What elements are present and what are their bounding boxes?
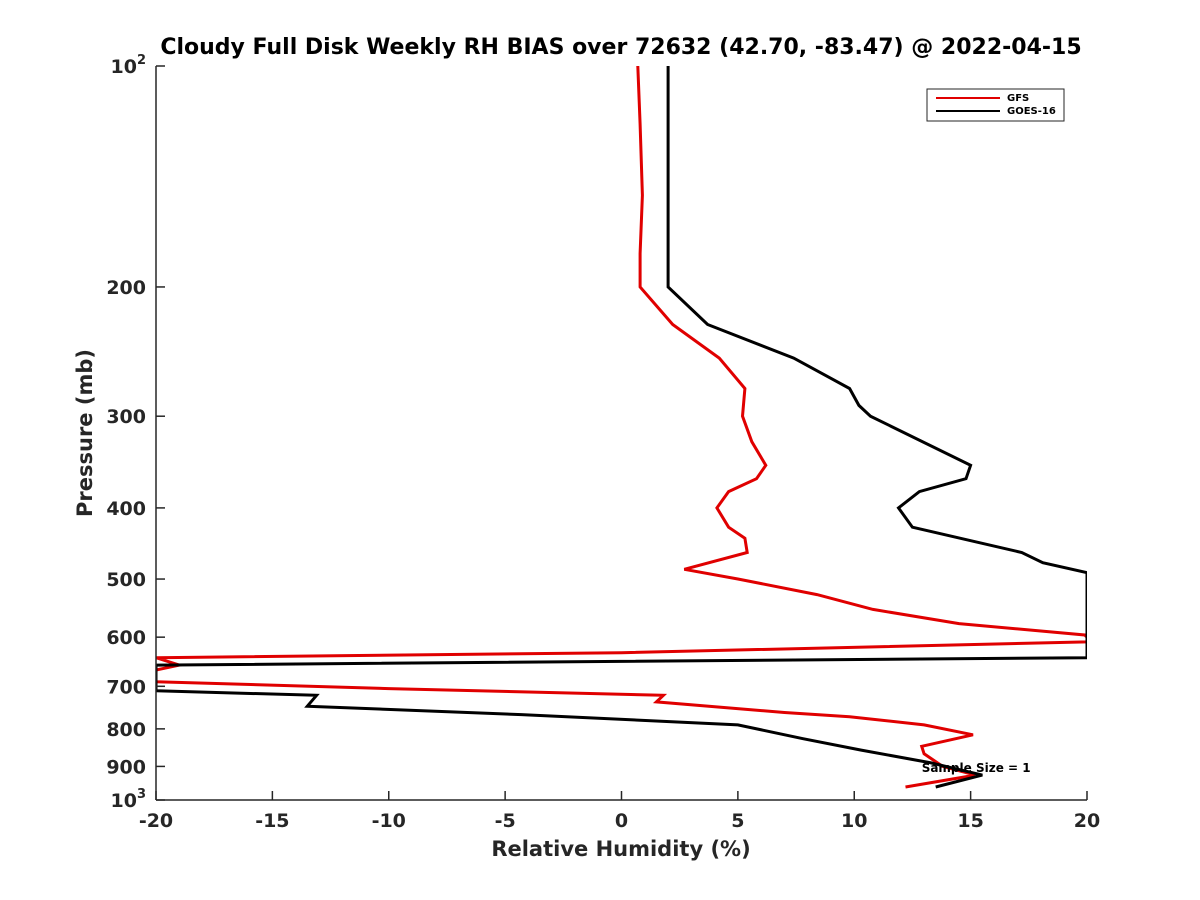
x-tick-label: 5 bbox=[731, 810, 744, 832]
series-line-gfs bbox=[156, 66, 1087, 789]
x-tick-label: -10 bbox=[372, 810, 406, 832]
series-group bbox=[156, 66, 1087, 789]
y-tick-label: 800 bbox=[106, 719, 146, 741]
y-tick-label: 300 bbox=[106, 406, 146, 428]
series-line-goes16 bbox=[156, 66, 1087, 789]
x-ticks: -20 -15 -10 -5 0 5 10 15 20 bbox=[139, 791, 1100, 832]
y-tick-label: 600 bbox=[106, 627, 146, 649]
y-tick-label: 400 bbox=[106, 498, 146, 520]
legend-label-goes16: GOES-16 bbox=[1007, 106, 1056, 117]
chart-title: Cloudy Full Disk Weekly RH BIAS over 726… bbox=[160, 35, 1081, 60]
legend-box bbox=[926, 88, 1065, 122]
legend: GFS GOES-16 bbox=[926, 88, 1065, 122]
sample-size-annotation: Sample Size = 1 bbox=[922, 761, 1031, 775]
legend-label-gfs: GFS bbox=[1007, 93, 1029, 104]
x-tick-label: -5 bbox=[495, 810, 516, 832]
x-tick-label: -20 bbox=[139, 810, 173, 832]
y-tick-label: 103 bbox=[111, 787, 147, 812]
x-axis-label: Relative Humidity (%) bbox=[491, 837, 750, 861]
y-tick-label: 102 bbox=[111, 53, 147, 78]
plot-area: -20 -15 -10 -5 0 5 10 15 20 102 200 300 400 500 600 70… bbox=[106, 53, 1100, 832]
y-tick-label: 700 bbox=[106, 676, 146, 698]
x-tick-label: 20 bbox=[1074, 810, 1100, 832]
x-tick-label: 15 bbox=[957, 810, 983, 832]
y-tick-label: 200 bbox=[106, 277, 146, 299]
y-tick-label: 900 bbox=[106, 756, 146, 778]
y-ticks: 102 200 300 400 500 600 700 800 900 103 bbox=[106, 53, 165, 812]
x-tick-label: 0 bbox=[615, 810, 628, 832]
y-tick-label: 500 bbox=[106, 569, 146, 591]
y-axis-label: Pressure (mb) bbox=[73, 349, 97, 517]
x-tick-label: -15 bbox=[255, 810, 289, 832]
x-tick-label: 10 bbox=[841, 810, 867, 832]
